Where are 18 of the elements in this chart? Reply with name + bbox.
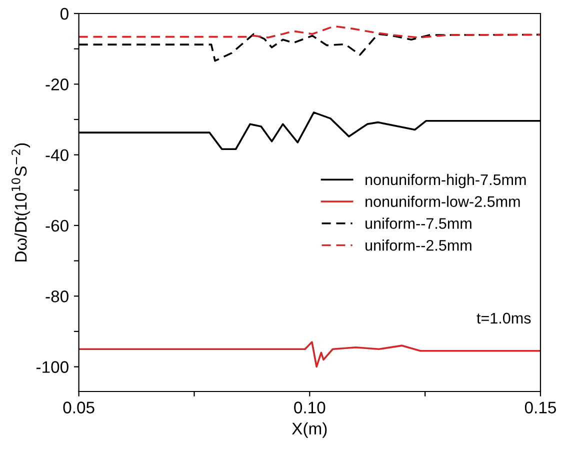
y-tick-label: 0 — [60, 8, 68, 20]
line-series — [78, 25, 540, 38]
x-tick-label: 0.10 — [294, 402, 326, 414]
annotation: t=1.0ms — [476, 312, 531, 324]
legend-label: nonuniform-low-2.5mm — [366, 196, 520, 207]
y-tick-label: -20 — [46, 78, 68, 90]
legend-label: nonuniform-high-7.5mm — [366, 174, 526, 188]
line-series — [78, 341, 540, 368]
legend-label: uniform--7.5mm — [366, 218, 472, 229]
y-tick-label: -60 — [46, 220, 68, 232]
legend-label: uniform--2.5mm — [366, 240, 472, 251]
x-tick-label: 0.15 — [524, 402, 556, 414]
y-tick-label: -80 — [46, 290, 68, 302]
y-tick-label: -100 — [36, 361, 68, 373]
y-tick-label: -40 — [46, 149, 68, 162]
x-axis-title: X(m) — [292, 422, 327, 438]
y-axis-title: Dω/Dt(10$^{10}$S$^{−2}$) — [12, 143, 30, 262]
x-tick-label: 0.05 — [63, 402, 94, 414]
